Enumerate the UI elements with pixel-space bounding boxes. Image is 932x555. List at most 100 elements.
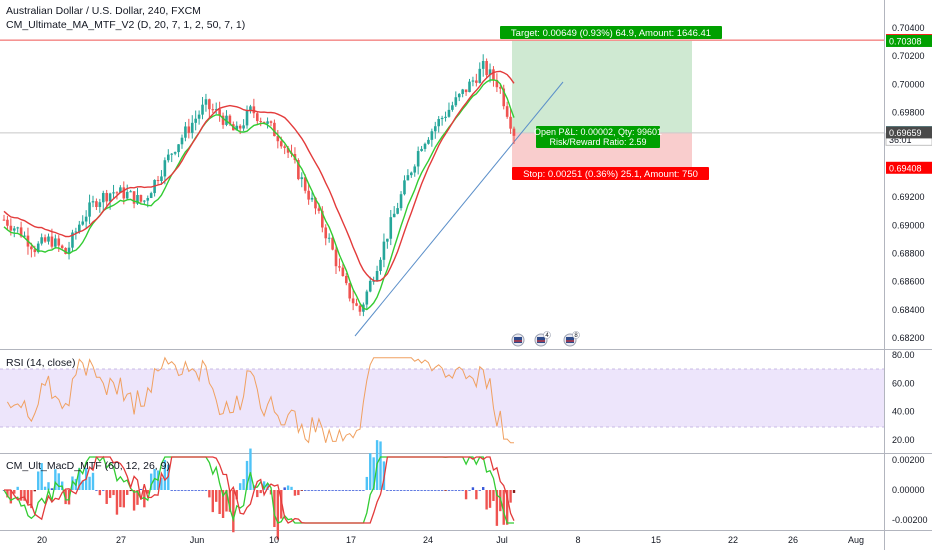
macd-hist-bar [447,490,451,491]
macd-hist-bar [30,490,33,509]
macd-hist-bar [471,487,475,490]
macd-hist-bar [259,490,262,494]
macd-hist-bar [129,490,132,492]
macd-hist-bar [112,490,115,496]
candle-body [478,68,482,83]
macd-hist-bar [327,490,331,491]
macd-hist-bar [64,490,67,505]
rsi-tick-label: 20.00 [892,435,915,445]
macd-hist-bar [310,490,314,491]
rsi-tick-label: 80.00 [892,350,915,360]
macd-hist-bar [19,490,23,501]
macd-hist-bar [475,490,478,500]
macd-hist-bar [341,490,345,491]
candle-body [238,125,242,129]
macd-hist-bar [91,472,95,490]
candle-body [129,191,132,193]
candle-body [485,61,488,76]
candle-body [201,104,204,115]
us-flag-icon-badge: 4 [545,333,549,339]
time-tick-label: 10 [269,535,279,545]
macd-hist-bar [173,490,177,491]
indicator-title: CM_Ultimate_MA_MTF_V2 (D, 20, 7, 1, 2, 5… [6,19,246,31]
macd-hist-bar [119,490,122,508]
price-tick-label: 0.70200 [892,51,925,61]
macd-hist-bar [47,482,50,490]
candle-body [433,126,437,132]
candle-body [495,80,499,88]
macd-hist-bar [26,490,30,504]
macd-hist-bar [115,490,119,515]
candle-body [310,197,314,200]
macd-hist-bar [98,490,102,496]
macd-hist-bar [338,490,341,491]
candle-body [307,190,310,200]
candle-body [300,177,304,180]
time-tick-label: 26 [788,535,798,545]
candle-body [190,122,194,133]
macd-hist-bar [351,490,355,491]
us-flag-icon-2-badge: 8 [574,333,578,339]
candle-body [461,89,464,94]
macd-hist-bar [362,490,365,491]
macd-hist-bar [187,490,191,491]
candle-body [173,152,177,154]
macd-hist-bar [437,490,440,491]
candle-body [488,69,492,76]
macd-hist-bar [454,490,458,491]
candle-body [249,106,252,111]
candle-body [50,236,54,247]
stop-label-bg [512,167,709,180]
macd-hist-bar [481,487,485,490]
macd-hist-bar [9,490,13,504]
macd-hist-bar [122,490,125,508]
macd-hist-bar [163,459,167,490]
macd-hist-bar [293,490,297,496]
candle-body [471,80,475,82]
macd-hist-bar [215,490,218,502]
rsi-tick-label: 60.00 [892,378,915,388]
macd-hist-bar [108,490,112,498]
price-tag: 0.69408 [889,163,922,173]
candle-body [149,193,153,199]
candle-body [481,61,485,69]
candle-body [375,271,379,281]
macd-hist-bar [102,490,105,491]
candle-body [170,153,174,155]
macd-hist-bar [389,490,392,491]
candle-body [197,114,201,119]
candle-body [119,187,122,193]
time-tick-label: 20 [37,535,47,545]
macd-hist-bar [136,490,139,505]
candle-body [355,303,358,306]
candle-body [208,99,211,110]
candle-body [2,219,6,221]
macd-hist-bar [273,490,276,528]
candle-body [101,192,105,203]
macd-hist-bar [197,490,201,491]
candle-body [252,106,256,114]
candle-body [273,122,276,137]
candle-body [314,197,317,209]
macd-signal-line [4,456,515,524]
macd-hist-bar [33,490,37,492]
macd-hist-bar [355,490,358,491]
macd-hist-bar [180,490,184,491]
candle-body [30,246,33,250]
candle-body [502,88,506,107]
candle-body [105,192,108,202]
macd-hist-bar [245,460,249,490]
macd-hist-bar [249,448,252,490]
us-flag-icon-field [537,337,545,343]
candle-body [266,121,269,124]
candle-body [136,195,139,204]
candle-body [406,175,410,181]
time-tick-label: Jun [190,535,205,545]
rsi-line [6,356,514,444]
candle-body [84,216,88,222]
macd-hist-bar [280,490,283,519]
macd-hist-bar [331,490,334,491]
candle-body [297,160,300,180]
